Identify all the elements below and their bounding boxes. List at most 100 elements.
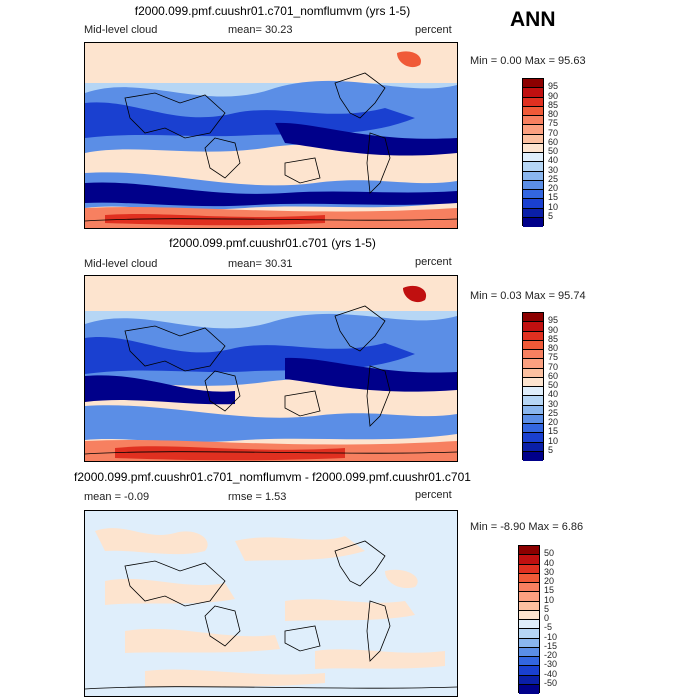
panel-1-variable-label: Mid-level cloud [84,24,158,36]
panel-1-map-plot [85,43,457,228]
colorbar-tick-label: -30 [544,659,558,670]
panel-1-map [84,42,458,229]
colorbar-tick-label: 60 [548,370,559,381]
colorbar-tick-label: 95 [548,315,559,326]
colorbar-tick-label: 40 [548,155,559,166]
colorbar-tick-label: 95 [548,81,559,92]
colorbar-tick-label: 75 [548,118,559,129]
colorbar-tick-label: 40 [548,389,559,400]
colorbar-swatch [519,684,539,694]
colorbar-swatch [519,573,539,583]
colorbar-tick-label: 20 [548,183,559,193]
colorbar-swatch [523,331,543,341]
colorbar-tick-label: 15 [548,426,559,437]
colorbar-tick-label: 50 [548,146,559,156]
panel-2-title: f2000.099.pmf.cuushr01.c701 (yrs 1-5) [169,236,376,250]
panel-3-colorbar [518,545,540,694]
colorbar-tick-label: 90 [548,90,559,101]
panel-2-map [84,275,458,462]
season-label: ANN [510,8,556,31]
panel-2-range: Min = 0.03 Max = 95.74 [470,290,586,302]
colorbar-tick-label: 40 [544,557,555,568]
panel-2-units-label: percent [415,256,452,268]
colorbar-tick-label: 0 [544,613,550,623]
colorbar-swatch [519,601,539,611]
colorbar-swatch [519,629,539,639]
colorbar-tick-label: 25 [548,407,559,418]
panel-3-map [84,510,458,697]
colorbar-swatch [519,638,539,648]
panel-1-mean-label: mean= 30.23 [228,24,293,36]
panel-1-title: f2000.099.pmf.cuushr01.c701_nomflumvm (y… [134,4,411,18]
colorbar-tick-label: 15 [548,192,559,203]
panel-1-colorbar [522,78,544,227]
panel-2-colorbar [522,312,544,461]
colorbar-swatch [523,217,543,227]
colorbar-swatch [523,313,543,323]
colorbar-tick-label: 5 [548,444,554,455]
colorbar-swatch [523,162,543,172]
panel-1-units-label: percent [415,24,452,36]
colorbar-swatch [523,340,543,350]
colorbar-tick-label: 85 [548,333,559,344]
colorbar-swatch [523,116,543,126]
colorbar-swatch [523,396,543,406]
colorbar-swatch [519,546,539,556]
panel-3-mean-label: mean = -0.09 [84,491,150,503]
colorbar-swatch [519,610,539,620]
colorbar-swatch [523,125,543,135]
colorbar-swatch [519,657,539,667]
colorbar-swatch [523,134,543,144]
panel-3-title: f2000.099.pmf.cuushr01.c701_nomflumvm - … [74,470,471,484]
colorbar-tick-label: -50 [544,677,558,688]
colorbar-swatch [523,106,543,116]
colorbar-swatch [523,451,543,461]
colorbar-swatch [523,442,543,452]
colorbar-swatch [523,377,543,387]
colorbar-swatch [523,97,543,107]
colorbar-tick-label: 15 [544,585,555,596]
colorbar-swatch [523,387,543,397]
panel-3-range: Min = -8.90 Max = 6.86 [470,521,584,533]
colorbar-tick-label: 70 [548,127,559,138]
colorbar-tick-label: 70 [548,361,559,372]
colorbar-tick-label: 75 [548,352,559,363]
colorbar-swatch [523,88,543,98]
colorbar-swatch [519,583,539,593]
colorbar-swatch [523,424,543,434]
colorbar-swatch [523,143,543,153]
panel-2-mean-label: mean= 30.31 [228,258,293,270]
panel-3-rmse-label: rmse = 1.53 [228,491,287,503]
colorbar-tick-label: 10 [548,435,559,446]
colorbar-tick-label: 25 [548,173,559,184]
colorbar-swatch [523,190,543,200]
colorbar-swatch [519,564,539,574]
colorbar-tick-label: 30 [548,398,559,409]
colorbar-swatch [523,414,543,424]
panel-3-map-plot [85,511,457,696]
colorbar-tick-label: 5 [544,603,550,614]
colorbar-tick-label: 90 [548,324,559,335]
colorbar-tick-label: 5 [548,210,554,221]
panel-2-variable-label: Mid-level cloud [84,258,158,270]
colorbar-swatch [523,171,543,181]
colorbar-tick-label: 20 [548,417,559,427]
colorbar-swatch [519,675,539,685]
panel-3-units-label: percent [415,489,452,501]
colorbar-swatch [523,433,543,443]
colorbar-swatch [523,180,543,190]
colorbar-tick-label: 50 [544,548,555,559]
colorbar-swatch [523,359,543,369]
panel-1-range: Min = 0.00 Max = 95.63 [470,55,586,67]
colorbar-swatch [523,153,543,163]
colorbar-swatch [519,555,539,565]
colorbar-swatch [523,405,543,415]
colorbar-swatch [523,322,543,332]
colorbar-swatch [519,592,539,602]
colorbar-tick-label: 30 [548,164,559,175]
colorbar-swatch [523,368,543,378]
panel-2-map-plot [85,276,457,461]
colorbar-tick-label: -10 [544,631,558,642]
colorbar-tick-label: -20 [544,650,558,660]
colorbar-tick-label: -15 [544,640,558,651]
